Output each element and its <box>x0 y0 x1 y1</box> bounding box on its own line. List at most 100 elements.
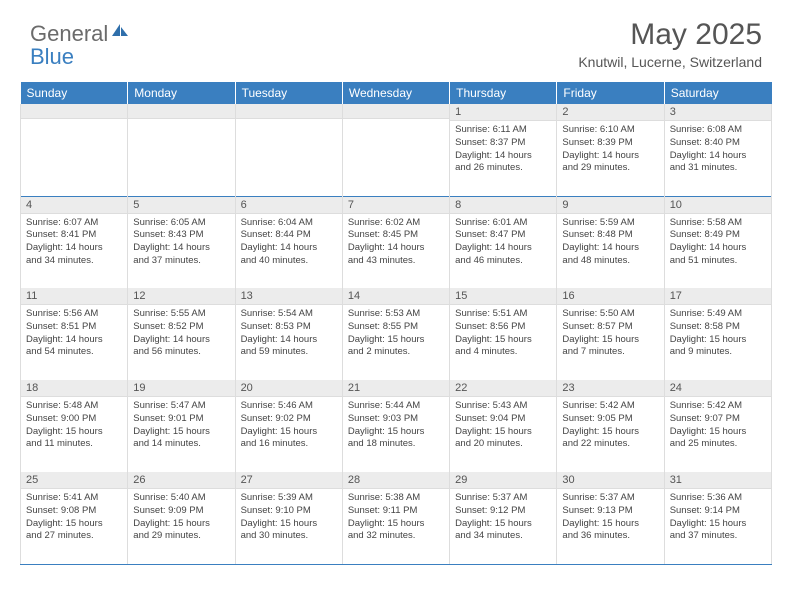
calendar-day-cell: 14Sunrise: 5:53 AMSunset: 8:55 PMDayligh… <box>342 288 449 380</box>
day-number: 14 <box>343 288 449 305</box>
day-number: 31 <box>665 472 771 489</box>
day-details: Sunrise: 5:47 AMSunset: 9:01 PMDaylight:… <box>128 397 234 454</box>
calendar-day-cell <box>342 104 449 196</box>
calendar-day-cell: 2Sunrise: 6:10 AMSunset: 8:39 PMDaylight… <box>557 104 664 196</box>
calendar-day-cell: 5Sunrise: 6:05 AMSunset: 8:43 PMDaylight… <box>128 196 235 288</box>
calendar-day-cell: 22Sunrise: 5:43 AMSunset: 9:04 PMDayligh… <box>450 380 557 472</box>
calendar-day-cell: 8Sunrise: 6:01 AMSunset: 8:47 PMDaylight… <box>450 196 557 288</box>
day-number <box>236 104 342 119</box>
weekday-header: Thursday <box>450 82 557 104</box>
day-number: 10 <box>665 197 771 214</box>
day-number: 7 <box>343 197 449 214</box>
day-details: Sunrise: 6:04 AMSunset: 8:44 PMDaylight:… <box>236 214 342 271</box>
day-details: Sunrise: 5:49 AMSunset: 8:58 PMDaylight:… <box>665 305 771 362</box>
day-details: Sunrise: 5:43 AMSunset: 9:04 PMDaylight:… <box>450 397 556 454</box>
day-number: 6 <box>236 197 342 214</box>
day-number: 17 <box>665 288 771 305</box>
calendar-week-row: 18Sunrise: 5:48 AMSunset: 9:00 PMDayligh… <box>21 380 772 472</box>
calendar-day-cell: 20Sunrise: 5:46 AMSunset: 9:02 PMDayligh… <box>235 380 342 472</box>
calendar-day-cell: 25Sunrise: 5:41 AMSunset: 9:08 PMDayligh… <box>21 472 128 564</box>
logo-text-blue: Blue <box>30 44 74 69</box>
day-details: Sunrise: 5:48 AMSunset: 9:00 PMDaylight:… <box>21 397 127 454</box>
calendar-week-row: 4Sunrise: 6:07 AMSunset: 8:41 PMDaylight… <box>21 196 772 288</box>
day-number <box>343 104 449 119</box>
calendar-day-cell: 7Sunrise: 6:02 AMSunset: 8:45 PMDaylight… <box>342 196 449 288</box>
day-details: Sunrise: 5:41 AMSunset: 9:08 PMDaylight:… <box>21 489 127 546</box>
calendar-day-cell: 9Sunrise: 5:59 AMSunset: 8:48 PMDaylight… <box>557 196 664 288</box>
day-details: Sunrise: 5:38 AMSunset: 9:11 PMDaylight:… <box>343 489 449 546</box>
day-number: 22 <box>450 380 556 397</box>
day-number: 21 <box>343 380 449 397</box>
weekday-header: Wednesday <box>342 82 449 104</box>
day-details: Sunrise: 5:56 AMSunset: 8:51 PMDaylight:… <box>21 305 127 362</box>
calendar-day-cell: 30Sunrise: 5:37 AMSunset: 9:13 PMDayligh… <box>557 472 664 564</box>
calendar-body: 1Sunrise: 6:11 AMSunset: 8:37 PMDaylight… <box>21 104 772 564</box>
calendar-day-cell: 4Sunrise: 6:07 AMSunset: 8:41 PMDaylight… <box>21 196 128 288</box>
day-number <box>128 104 234 119</box>
day-details: Sunrise: 5:46 AMSunset: 9:02 PMDaylight:… <box>236 397 342 454</box>
weekday-header-row: SundayMondayTuesdayWednesdayThursdayFrid… <box>21 82 772 104</box>
calendar-day-cell: 19Sunrise: 5:47 AMSunset: 9:01 PMDayligh… <box>128 380 235 472</box>
day-number: 26 <box>128 472 234 489</box>
weekday-header: Monday <box>128 82 235 104</box>
calendar-day-cell: 16Sunrise: 5:50 AMSunset: 8:57 PMDayligh… <box>557 288 664 380</box>
calendar-day-cell: 1Sunrise: 6:11 AMSunset: 8:37 PMDaylight… <box>450 104 557 196</box>
weekday-header: Sunday <box>21 82 128 104</box>
day-details: Sunrise: 6:01 AMSunset: 8:47 PMDaylight:… <box>450 214 556 271</box>
day-number: 1 <box>450 104 556 121</box>
calendar-day-cell: 31Sunrise: 5:36 AMSunset: 9:14 PMDayligh… <box>664 472 771 564</box>
calendar-day-cell: 24Sunrise: 5:42 AMSunset: 9:07 PMDayligh… <box>664 380 771 472</box>
header: General May 2025 Knutwil, Lucerne, Switz… <box>0 0 792 76</box>
day-number: 3 <box>665 104 771 121</box>
calendar-day-cell: 12Sunrise: 5:55 AMSunset: 8:52 PMDayligh… <box>128 288 235 380</box>
day-number: 9 <box>557 197 663 214</box>
day-number <box>21 104 127 119</box>
day-number: 25 <box>21 472 127 489</box>
day-details: Sunrise: 5:51 AMSunset: 8:56 PMDaylight:… <box>450 305 556 362</box>
day-number: 23 <box>557 380 663 397</box>
location: Knutwil, Lucerne, Switzerland <box>578 54 762 70</box>
day-details: Sunrise: 5:59 AMSunset: 8:48 PMDaylight:… <box>557 214 663 271</box>
day-number: 20 <box>236 380 342 397</box>
day-details: Sunrise: 5:55 AMSunset: 8:52 PMDaylight:… <box>128 305 234 362</box>
day-details: Sunrise: 5:37 AMSunset: 9:13 PMDaylight:… <box>557 489 663 546</box>
day-details: Sunrise: 5:50 AMSunset: 8:57 PMDaylight:… <box>557 305 663 362</box>
calendar-day-cell: 21Sunrise: 5:44 AMSunset: 9:03 PMDayligh… <box>342 380 449 472</box>
calendar-day-cell: 15Sunrise: 5:51 AMSunset: 8:56 PMDayligh… <box>450 288 557 380</box>
calendar-table: SundayMondayTuesdayWednesdayThursdayFrid… <box>20 82 772 565</box>
calendar-day-cell: 27Sunrise: 5:39 AMSunset: 9:10 PMDayligh… <box>235 472 342 564</box>
day-details: Sunrise: 6:10 AMSunset: 8:39 PMDaylight:… <box>557 121 663 178</box>
calendar-day-cell: 3Sunrise: 6:08 AMSunset: 8:40 PMDaylight… <box>664 104 771 196</box>
calendar-day-cell: 11Sunrise: 5:56 AMSunset: 8:51 PMDayligh… <box>21 288 128 380</box>
day-details: Sunrise: 5:40 AMSunset: 9:09 PMDaylight:… <box>128 489 234 546</box>
day-number: 5 <box>128 197 234 214</box>
day-details: Sunrise: 5:58 AMSunset: 8:49 PMDaylight:… <box>665 214 771 271</box>
day-details: Sunrise: 6:07 AMSunset: 8:41 PMDaylight:… <box>21 214 127 271</box>
calendar-week-row: 11Sunrise: 5:56 AMSunset: 8:51 PMDayligh… <box>21 288 772 380</box>
day-details: Sunrise: 6:02 AMSunset: 8:45 PMDaylight:… <box>343 214 449 271</box>
day-number: 13 <box>236 288 342 305</box>
day-details: Sunrise: 6:11 AMSunset: 8:37 PMDaylight:… <box>450 121 556 178</box>
day-number: 4 <box>21 197 127 214</box>
day-details: Sunrise: 6:08 AMSunset: 8:40 PMDaylight:… <box>665 121 771 178</box>
day-number: 11 <box>21 288 127 305</box>
calendar-day-cell: 17Sunrise: 5:49 AMSunset: 8:58 PMDayligh… <box>664 288 771 380</box>
calendar-day-cell: 6Sunrise: 6:04 AMSunset: 8:44 PMDaylight… <box>235 196 342 288</box>
day-number: 15 <box>450 288 556 305</box>
calendar-day-cell: 13Sunrise: 5:54 AMSunset: 8:53 PMDayligh… <box>235 288 342 380</box>
calendar-week-row: 25Sunrise: 5:41 AMSunset: 9:08 PMDayligh… <box>21 472 772 564</box>
weekday-header: Friday <box>557 82 664 104</box>
calendar-week-row: 1Sunrise: 6:11 AMSunset: 8:37 PMDaylight… <box>21 104 772 196</box>
calendar-day-cell: 10Sunrise: 5:58 AMSunset: 8:49 PMDayligh… <box>664 196 771 288</box>
day-number: 8 <box>450 197 556 214</box>
day-details: Sunrise: 5:39 AMSunset: 9:10 PMDaylight:… <box>236 489 342 546</box>
title-block: May 2025 Knutwil, Lucerne, Switzerland <box>578 18 762 70</box>
calendar-day-cell: 29Sunrise: 5:37 AMSunset: 9:12 PMDayligh… <box>450 472 557 564</box>
day-number: 18 <box>21 380 127 397</box>
calendar-day-cell <box>128 104 235 196</box>
logo-sail-icon <box>110 18 130 44</box>
day-details: Sunrise: 5:36 AMSunset: 9:14 PMDaylight:… <box>665 489 771 546</box>
calendar-day-cell: 18Sunrise: 5:48 AMSunset: 9:00 PMDayligh… <box>21 380 128 472</box>
day-details: Sunrise: 5:54 AMSunset: 8:53 PMDaylight:… <box>236 305 342 362</box>
logo-text-blue-wrap: Blue <box>30 44 74 70</box>
